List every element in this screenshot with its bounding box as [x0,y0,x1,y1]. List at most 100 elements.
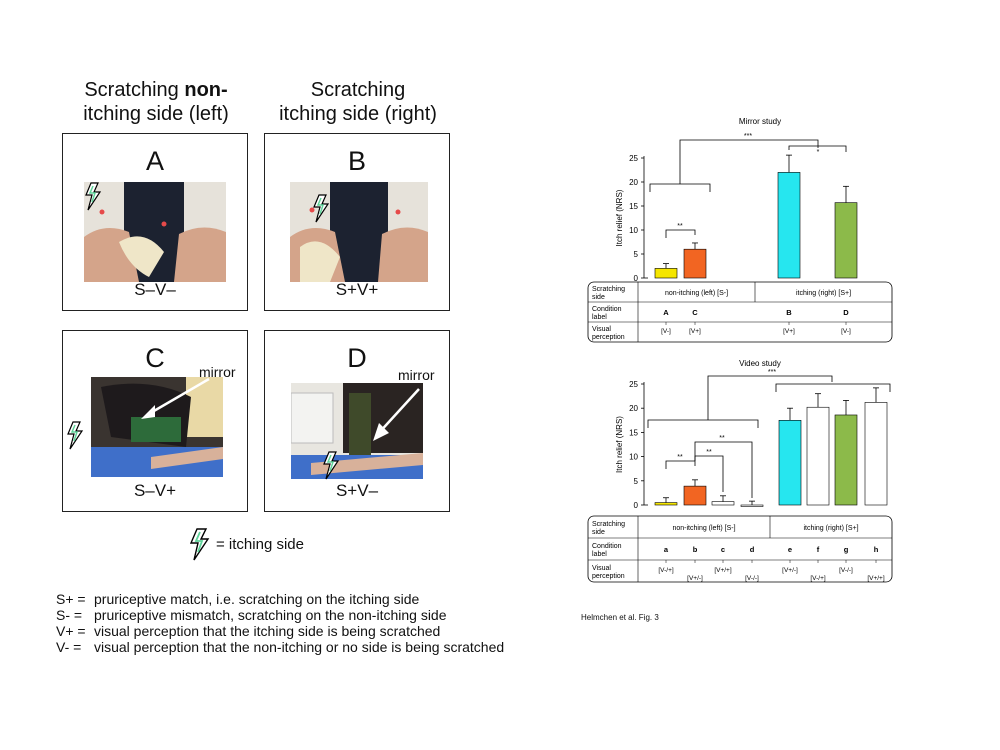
y-tick-label: 0 [634,274,639,283]
bar-h [864,402,888,506]
table-row-label: side [592,529,605,536]
perception-label: [V+/-] [687,575,703,582]
photo-illustration [91,377,223,477]
condition-table [587,281,893,343]
table-row-label: Visual [592,326,611,333]
table-row-label: label [592,314,607,321]
bar-b [683,485,707,506]
photo-illustration [291,383,423,479]
mirror-study-chart: Mirror study 0 5 10 15 20 25 Itch relief (NRS) *… [587,117,893,343]
lightning-bolt-icon [189,528,210,561]
perception-label: [V-/+] [810,575,826,582]
condition-label: A [663,308,669,317]
significance-mark: ** [706,449,712,456]
significance-mark: ** [677,454,683,461]
definition-text: pruriceptive match, i.e. scratching on t… [94,591,420,607]
bar-d [740,504,764,507]
condition-label: d [750,545,755,554]
definition-text: visual perception that the itching side … [94,623,441,639]
definition-v-minus: V- = visual perception that the non-itchi… [56,639,504,655]
bar-A [654,268,678,279]
y-tick-label: 0 [634,501,639,510]
lightning-bolt-icon [85,182,102,211]
condition-label: b [693,545,698,554]
condition-label: g [844,545,849,554]
heading-right-line1: Scratching [310,79,406,101]
perception-label: [V+] [689,328,701,335]
y-axis-label: Itch relief (NRS) [615,189,624,246]
panel-code: S–V– [134,280,176,299]
condition-label: f [817,545,820,554]
bar-D [834,202,858,279]
lightning-bolt-icon [323,451,340,480]
perception-label: [V-] [841,328,851,335]
heading-left: Scratching non- itching side (left) [56,78,256,126]
heading-left-line2: itching side (left) [83,103,229,125]
y-axis-label: Itch relief (NRS) [615,416,624,473]
perception-label: [V-/+] [658,567,674,574]
condition-label: B [786,308,792,317]
photo-arms-scratch-left [84,182,226,282]
panel-d: D mirror S+V– [264,330,450,512]
panel-code: S+V+ [335,280,379,299]
definition-key: V- = [56,639,82,655]
bar-g [834,414,858,506]
y-tick-label: 10 [629,226,638,235]
photo-mirror-left [91,377,223,477]
lightning-bolt-icon [313,194,330,223]
definition-text: visual perception that the non-itching o… [94,639,505,655]
significance-mark: * [817,149,820,156]
significance-mark: *** [768,369,776,376]
significance-bracket [665,460,696,469]
definition-v-plus: V+ = visual perception that the itching s… [56,623,440,639]
y-tick-label: 20 [629,178,638,187]
table-group-right: itching (right) [S+] [796,290,851,297]
chart-title: Mirror study [739,117,781,126]
significance-bracket [665,229,696,238]
definition-key: V+ = [56,623,86,639]
table-group-left: non-itching (left) [S-] [665,290,728,297]
photo-arms-scratch-right [290,182,428,282]
bar-C [683,248,707,279]
condition-label: a [664,545,669,554]
bar-c [711,501,735,506]
heading-right-line2: itching side (right) [279,103,437,125]
table-row-label: perception [592,334,625,341]
significance-bracket [649,139,819,192]
photo-illustration [84,182,226,282]
perception-label: [V+] [783,328,795,335]
significance-mark: ** [719,435,725,442]
condition-label: D [843,308,849,317]
panel-code: S+V– [335,481,379,500]
heading-right: Scratching itching side (right) [258,78,458,126]
photo-mirror-right [291,383,423,479]
perception-label: [V+/+] [714,567,732,574]
mirror-label: mirror [199,364,236,380]
panel-c: C mirror S–V+ [62,330,248,512]
perception-label: [V+/+] [867,575,885,582]
panel-code: S–V+ [133,481,177,500]
heading-left-bold: non- [184,79,228,101]
table-row-label: side [592,294,605,301]
panel-a: A S–V– [62,133,248,311]
perception-label: [V+/-] [782,567,798,574]
definition-text: pruriceptive mismatch, scratching on the… [94,607,447,623]
perception-label: [V-] [661,328,671,335]
mirror-label: mirror [398,367,435,383]
lightning-bolt-icon [67,421,84,450]
condition-label: c [721,545,725,554]
significance-bracket [647,375,891,428]
y-tick-label: 5 [634,477,639,486]
y-tick-label: 20 [629,404,638,413]
panel-letter: D [347,343,367,373]
y-tick-label: 15 [629,428,638,437]
heading-left-line1: Scratching [84,79,185,101]
definition-key: S+ = [56,591,86,607]
table-row-label: label [592,551,607,558]
table-row-label: Visual [592,565,611,572]
panel-letter: C [145,343,165,373]
significance-mark: ** [677,223,683,230]
definition-s-minus: S- = pruriceptive mismatch, scratching on… [56,607,447,623]
y-tick-label: 5 [634,250,639,259]
panel-letter: B [347,146,366,176]
